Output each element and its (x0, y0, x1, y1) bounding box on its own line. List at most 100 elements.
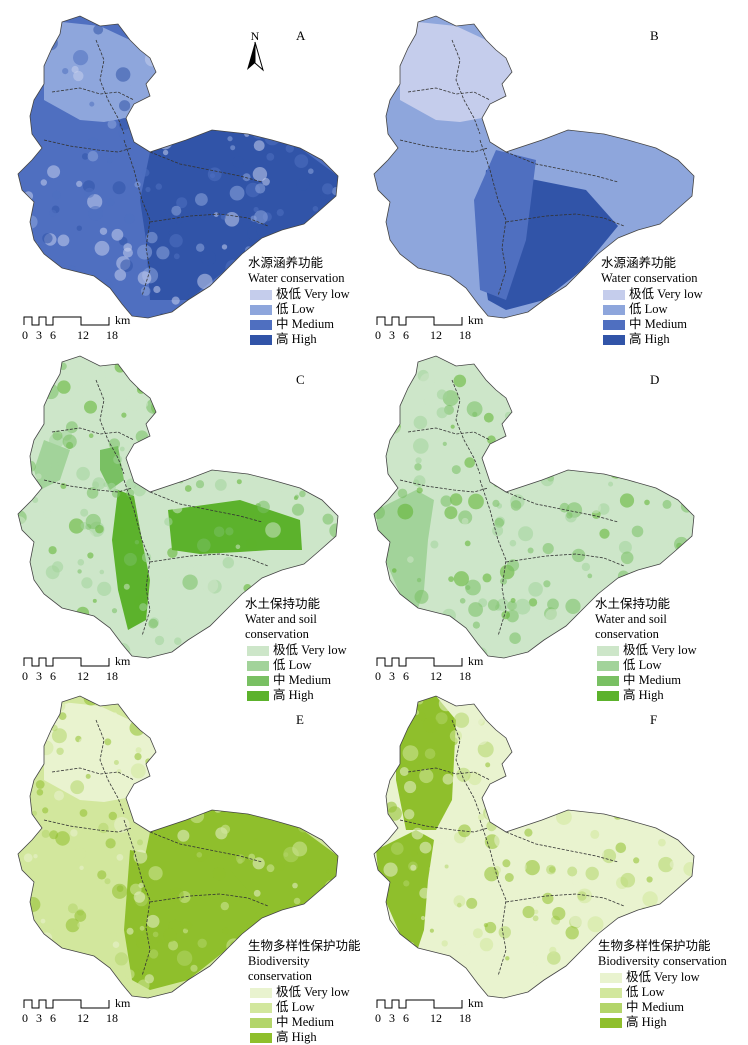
region-outline (373, 355, 695, 659)
legend-item: 极低 Very low (248, 287, 350, 302)
legend-title-en: Water and soil conservation (595, 612, 667, 641)
scale-tick-label: 6 (50, 669, 56, 683)
district-borders (43, 379, 269, 637)
region-outline (373, 695, 695, 999)
legend-label: 高 High (273, 688, 314, 702)
region-map (17, 695, 339, 999)
legend-item: 高 High (248, 332, 350, 347)
legend-item: 中 Medium (598, 1000, 727, 1015)
scale-bar: 0 3 6 12 18 km (22, 996, 142, 1026)
legend-label: 低 Low (626, 985, 665, 999)
legend-swatch (600, 1017, 622, 1028)
legend-swatch (250, 319, 272, 330)
legend-label: 中 Medium (629, 317, 687, 331)
scale-tick-label: 6 (403, 328, 409, 342)
legend-item: 中 Medium (595, 673, 728, 688)
legend-label: 极低 Very low (626, 970, 700, 984)
panel-letter: F (650, 712, 658, 727)
legend-swatch (247, 645, 269, 656)
legend-swatch (600, 987, 622, 998)
map-panel-c: C 水土保持功能 Water and soil conservation 极低 Ver… (0, 340, 372, 702)
legend-label: 极低 Very low (623, 643, 697, 657)
legend-item: 极低 Very low (245, 643, 372, 658)
legend: 水土保持功能 Water and soil conservation 极低 Very… (245, 597, 372, 703)
legend-label: 低 Low (629, 302, 668, 316)
zone-high (376, 830, 434, 948)
legend-item: 中 Medium (601, 317, 703, 332)
scale-tick-label: 0 (375, 1011, 381, 1025)
scale-tick-label: 6 (50, 1011, 56, 1025)
legend-title-en: Water conservation (601, 271, 698, 285)
legend-item: 极低 Very low (595, 643, 728, 658)
legend-item: 极低 Very low (601, 287, 703, 302)
map-panel-b: B 水源涵养功能 Water conservation 极低 Very low 低 Lo… (356, 0, 728, 346)
panel-letter: D (650, 372, 660, 387)
north-label: N (251, 29, 260, 43)
legend-label: 低 Low (623, 658, 662, 672)
zone-medium (474, 150, 536, 300)
scale-bar: 0 3 6 12 18 km (22, 313, 142, 343)
scale-tick-label: 3 (389, 328, 395, 342)
region-map (17, 15, 339, 319)
region-outline (17, 695, 339, 999)
scale-tick-label: 18 (459, 669, 471, 683)
legend-swatch (600, 1002, 622, 1013)
legend-swatch (597, 645, 619, 656)
scale-tick-label: 12 (77, 1011, 89, 1025)
legend-label: 高 High (276, 1030, 317, 1044)
legend-item: 低 Low (248, 1000, 372, 1015)
district-borders (399, 379, 625, 637)
map-panel-d: D 水土保持功能 Water and soil conservation 极低 Ver… (356, 340, 728, 702)
scale-tick-label: 0 (375, 328, 381, 342)
scale-tick-label: 12 (77, 328, 89, 342)
panel-letter: E (296, 712, 304, 727)
scale-tick-label: 3 (389, 1011, 395, 1025)
legend-label: 中 Medium (626, 1000, 684, 1014)
legend-label: 低 Low (276, 302, 315, 316)
legend-title-en: Biodiversity conservation (248, 954, 312, 983)
district-borders (43, 719, 269, 977)
scale-unit: km (115, 654, 131, 668)
map-panel-e: E 生物多样性保护功能 Biodiversity conservation 极低 Ve… (0, 680, 372, 1044)
legend-item: 中 Medium (248, 1015, 372, 1030)
legend: 水源涵养功能 Water conservation 极低 Very low 低 Low… (248, 256, 350, 347)
region-outline (17, 355, 339, 659)
district-borders (399, 719, 625, 977)
region-map (373, 15, 695, 319)
legend-title-cn: 水土保持功能 (245, 597, 321, 611)
panel-letter: C (296, 372, 305, 387)
scale-tick-label: 18 (106, 328, 118, 342)
north-arrow-icon: N (240, 28, 270, 76)
scale-tick-label: 6 (50, 328, 56, 342)
scale-tick-label: 18 (106, 1011, 118, 1025)
panel-letter: A (296, 28, 306, 43)
legend-swatch (603, 334, 625, 345)
legend-item: 中 Medium (245, 673, 372, 688)
scale-tick-label: 0 (22, 669, 28, 683)
legend-item: 低 Low (245, 658, 372, 673)
legend-title-cn: 水源涵养功能 (248, 256, 324, 270)
legend-swatch (597, 675, 619, 686)
legend-label: 极低 Very low (629, 287, 703, 301)
legend: 水土保持功能 Water and soil conservation 极低 Very… (595, 597, 728, 703)
legend-label: 高 High (623, 688, 664, 702)
legend-label: 中 Medium (276, 317, 334, 331)
legend-swatch (250, 304, 272, 315)
legend-swatch (247, 660, 269, 671)
legend-item: 极低 Very low (598, 970, 727, 985)
scale-unit: km (115, 996, 131, 1010)
region-map (373, 695, 695, 999)
legend-title-cn: 水土保持功能 (595, 597, 671, 611)
scale-tick-label: 18 (106, 669, 118, 683)
legend-item: 低 Low (601, 302, 703, 317)
scale-tick-label: 3 (36, 328, 42, 342)
legend-swatch (247, 675, 269, 686)
legend-swatch (250, 987, 272, 998)
legend-swatch (603, 319, 625, 330)
region-map (373, 355, 695, 659)
scale-unit: km (115, 313, 131, 327)
scale-tick-label: 18 (459, 1011, 471, 1025)
panel-letter: B (650, 28, 659, 43)
district-borders (43, 39, 269, 297)
scale-bar: 0 3 6 12 18 km (375, 654, 495, 684)
